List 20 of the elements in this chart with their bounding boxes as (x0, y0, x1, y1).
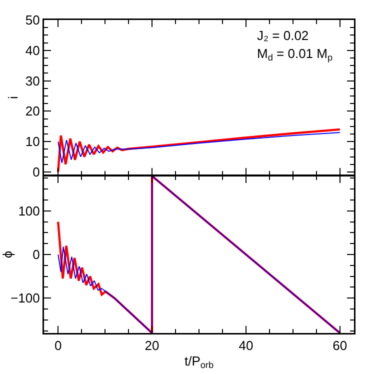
y-tick-label: 40 (25, 42, 40, 58)
line-series (58, 132, 340, 164)
y-tick-label: 50 (25, 12, 40, 28)
x-tick-label: 40 (238, 338, 254, 354)
y-tick-label: 100 (18, 203, 40, 218)
y-tick-label: 20 (25, 104, 40, 119)
x-tick-label: 60 (332, 338, 348, 354)
y-tick-label: 0 (32, 164, 40, 180)
y-axis-title: ϕ (0, 250, 15, 258)
x-axis-title: t/P$_{orb}$ (184, 353, 214, 370)
x-tick-label: 0 (54, 338, 62, 354)
annotation: M$_{d}$ = 0.01 M$_{p}$ (257, 46, 333, 63)
annotation: J₂ = 0.02 (257, 28, 309, 43)
y-tick-label: 0 (32, 247, 40, 262)
y-axis-title: i (6, 96, 21, 99)
line-series (56, 128, 342, 174)
y-tick-label: −100 (10, 290, 40, 306)
y-tick-label: 10 (25, 134, 40, 150)
x-tick-label: 20 (144, 338, 160, 354)
y-tick-label: 30 (25, 73, 40, 88)
